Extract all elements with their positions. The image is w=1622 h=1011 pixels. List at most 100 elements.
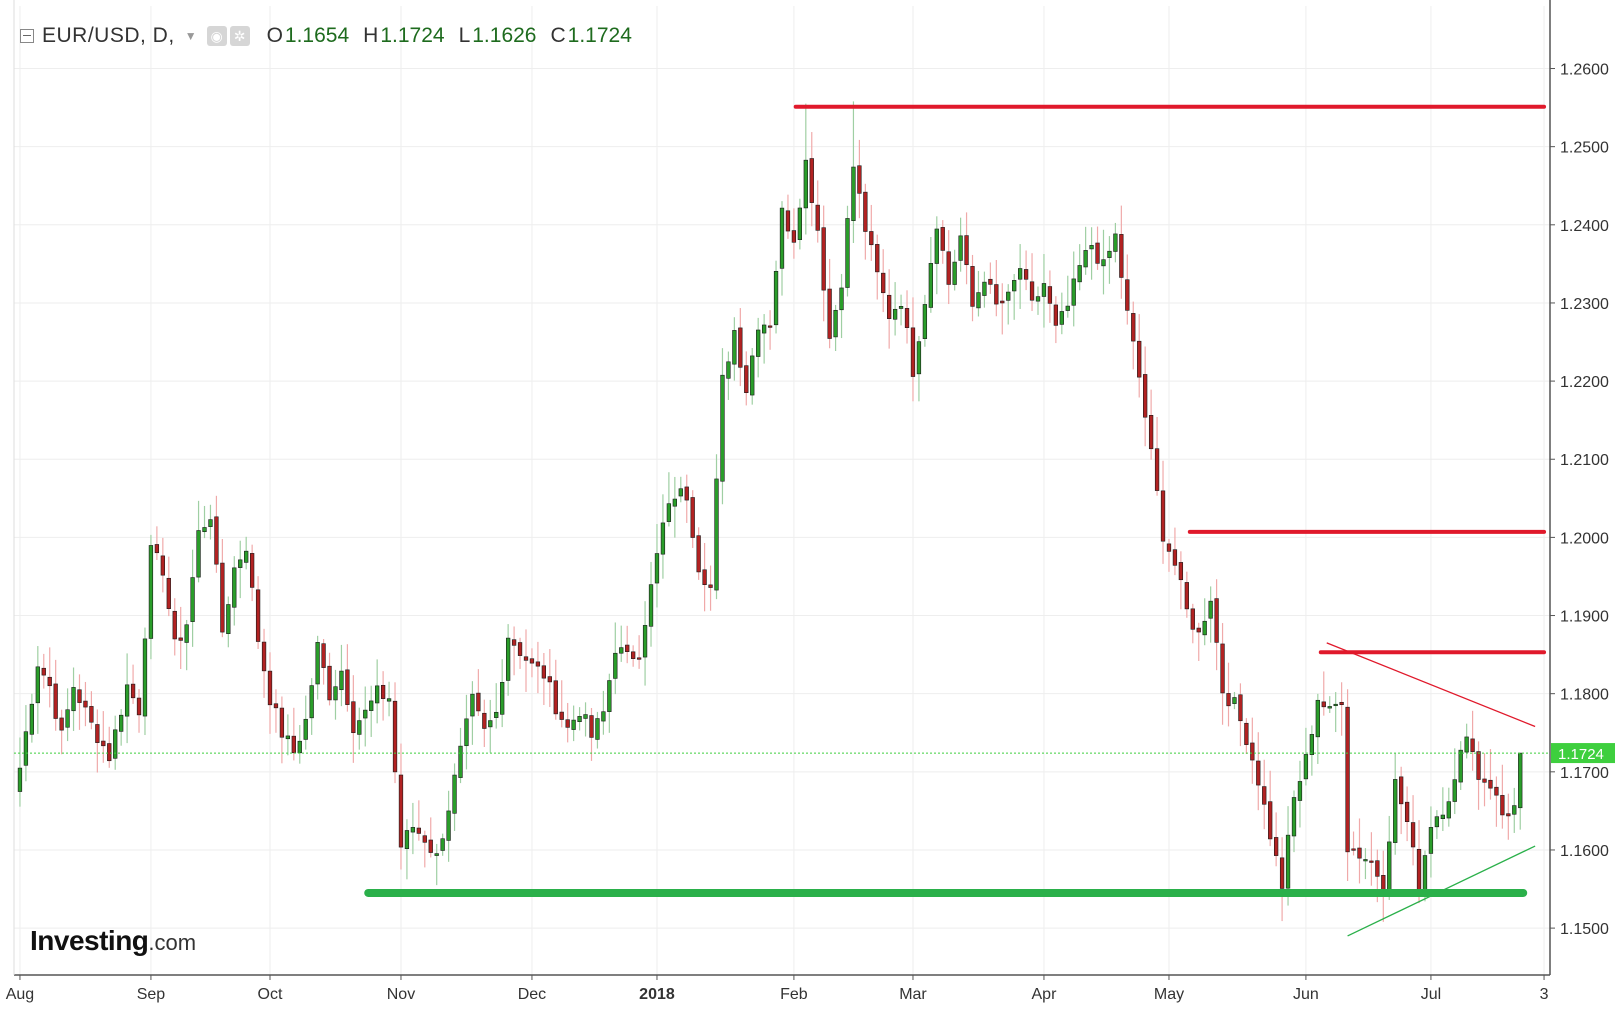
candle-body <box>654 553 660 584</box>
candle-body <box>196 530 201 578</box>
candle-body <box>1404 801 1410 822</box>
candle-body <box>154 544 160 554</box>
candle-body <box>875 244 880 273</box>
candle-body <box>910 327 916 377</box>
candle-body <box>35 666 40 704</box>
y-tick-label: 1.1500 <box>1560 921 1609 938</box>
candle-body <box>738 327 743 368</box>
candle-body <box>214 516 219 565</box>
candle-body <box>553 680 558 715</box>
candle-body <box>577 716 582 722</box>
candle-body <box>1488 779 1493 789</box>
candle-body <box>279 707 285 738</box>
candle-body <box>1035 296 1041 302</box>
candle-body <box>202 527 207 533</box>
candle-body <box>1178 562 1184 581</box>
candle-body <box>1518 752 1523 809</box>
candle-body <box>779 207 785 269</box>
candle-body <box>1160 490 1166 542</box>
candle-body <box>1077 265 1082 283</box>
candle-body <box>1250 742 1255 761</box>
candle-body <box>1458 749 1463 783</box>
candle-body <box>559 711 564 720</box>
brand-suffix: .com <box>148 930 197 955</box>
candle-body <box>1172 549 1178 566</box>
candle-body <box>595 718 600 740</box>
x-tick-label: Jul <box>1421 986 1441 1003</box>
candle-body <box>666 503 672 522</box>
gear-icon[interactable]: ✲ <box>229 26 250 46</box>
candle-body <box>23 731 29 766</box>
candle-body <box>297 740 302 754</box>
x-tick-label: Jun <box>1293 986 1319 1003</box>
y-tick-label: 1.2200 <box>1560 374 1609 391</box>
y-tick-label: 1.2600 <box>1560 62 1609 79</box>
candle-body <box>238 559 243 568</box>
candle-body <box>494 711 499 718</box>
candle-body <box>1387 841 1392 892</box>
candle-body <box>291 735 296 754</box>
candle-body <box>273 703 279 709</box>
candle-body <box>369 700 374 711</box>
investing-logo: Investing.com <box>30 925 196 957</box>
candle-body <box>1500 795 1505 816</box>
candle-body <box>1476 751 1481 780</box>
candle-body <box>672 498 677 507</box>
collapse-icon[interactable] <box>20 29 34 43</box>
candle-body <box>916 341 922 375</box>
candle-body <box>946 251 951 285</box>
candle-body <box>791 230 797 243</box>
candle-body <box>619 647 624 654</box>
candle-body <box>315 642 320 685</box>
x-tick-label: Nov <box>387 986 415 1003</box>
candle-body <box>523 656 529 661</box>
candle-body <box>1184 582 1189 610</box>
candle-body <box>678 488 683 497</box>
candle-body <box>500 682 505 715</box>
candle-body <box>750 355 755 396</box>
candle-body <box>1143 374 1148 418</box>
candle-body <box>1089 245 1094 250</box>
candle-body <box>631 651 636 659</box>
candle-body <box>428 839 433 853</box>
candle-body <box>1422 855 1428 893</box>
candle-body <box>422 835 427 843</box>
candle-body <box>1107 250 1112 258</box>
candle-body <box>107 743 112 762</box>
candle-body <box>1273 837 1279 856</box>
candle-body <box>708 584 713 588</box>
candle-body <box>1494 786 1499 796</box>
candle-body <box>1148 415 1154 450</box>
candle-body <box>1101 259 1106 267</box>
open-value: 1.1654 <box>284 24 350 47</box>
candle-body <box>1434 816 1440 828</box>
candle-body <box>226 604 231 634</box>
candle-body <box>386 698 392 702</box>
candle-body <box>136 697 142 716</box>
candle-body <box>232 567 237 608</box>
candle-body <box>642 625 648 658</box>
y-tick-label: 1.2100 <box>1560 452 1609 469</box>
candle-body <box>345 669 350 705</box>
falling-trendline <box>1326 642 1536 728</box>
candle-body <box>380 684 386 699</box>
symbol-label[interactable]: EUR/USD, D, <box>42 24 175 47</box>
candle-body <box>1053 304 1059 326</box>
candle-body <box>529 658 535 664</box>
chevron-down-icon[interactable]: ▼ <box>184 29 197 43</box>
candle-body <box>1006 291 1011 301</box>
candle-body <box>505 637 511 681</box>
x-tick-label: May <box>1154 986 1184 1003</box>
x-tick-label: Oct <box>258 986 283 1003</box>
x-tick-label: Sep <box>137 986 166 1003</box>
candle-body <box>1327 706 1332 709</box>
candle-body <box>53 683 58 719</box>
candle-body <box>648 584 654 627</box>
eye-icon[interactable]: ◉ <box>206 26 227 46</box>
plot-area <box>14 6 1550 975</box>
low-value: 1.1626 <box>472 24 537 47</box>
candle-body <box>589 715 594 738</box>
candle-body <box>285 735 291 740</box>
candle-body <box>1470 738 1475 752</box>
x-tick-label: Aug <box>6 986 34 1003</box>
